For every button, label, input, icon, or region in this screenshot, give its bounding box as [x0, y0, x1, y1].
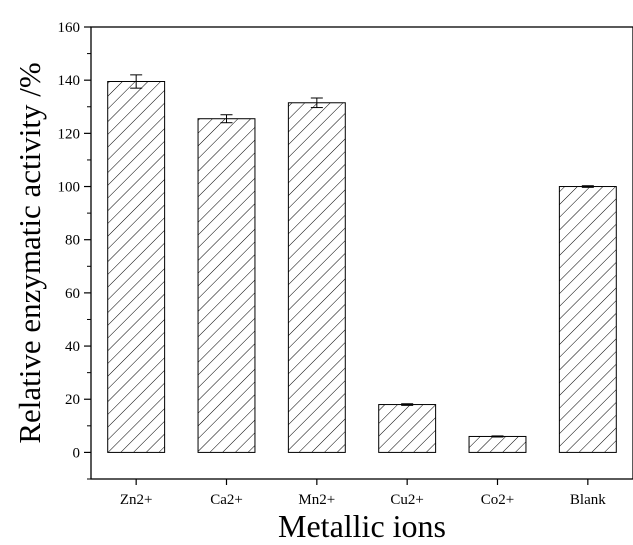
x-tick-label: Cu2+ — [390, 492, 423, 508]
bar — [468, 435, 527, 453]
bar — [558, 186, 617, 453]
y-tick-label: 20 — [65, 392, 80, 408]
y-tick-label: 100 — [58, 180, 81, 196]
x-tick-label: Zn2+ — [120, 492, 153, 508]
y-tick-label: 60 — [65, 286, 80, 302]
x-axis-ticks: Zn2+ Ca2+ Mn2+ Cu2+ Co2+ Blank — [120, 479, 606, 508]
y-axis-title: Relative enzymatic activity /% — [12, 62, 47, 443]
bar — [378, 404, 437, 453]
x-tick-label: Co2+ — [481, 492, 514, 508]
y-tick-label: 120 — [58, 126, 81, 142]
x-tick-label: Blank — [570, 492, 606, 508]
y-tick-label: 0 — [73, 445, 81, 461]
y-tick-label: 140 — [58, 73, 81, 89]
bar — [197, 118, 256, 453]
x-axis-title: Metallic ions — [278, 508, 446, 544]
axes — [90, 26, 633, 480]
y-tick-label: 160 — [58, 20, 81, 36]
x-tick-label: Ca2+ — [210, 492, 243, 508]
y-tick-label: 80 — [65, 233, 80, 249]
bars — [107, 74, 617, 453]
x-tick-label: Mn2+ — [298, 492, 335, 508]
bar — [107, 81, 166, 453]
y-axis-ticks: 0 20 40 60 80 100 120 140 160 — [58, 20, 91, 480]
plot-frame — [90, 26, 633, 480]
bar — [287, 102, 346, 453]
y-tick-label: 40 — [65, 339, 80, 355]
